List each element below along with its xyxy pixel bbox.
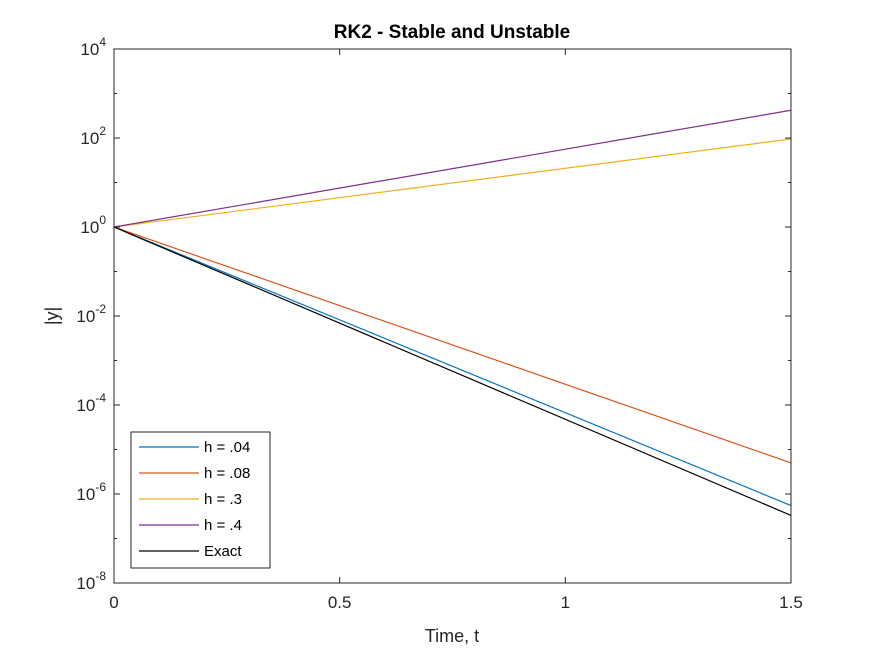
chart-title: RK2 - Stable and Unstable <box>334 22 571 43</box>
x-tick-label: 1 <box>561 593 570 612</box>
series-layer <box>113 109 792 516</box>
legend-label-4: Exact <box>204 543 242 560</box>
series-line-0 <box>113 226 792 507</box>
legend-box <box>130 431 271 569</box>
y-axis-label: |y| <box>42 307 62 325</box>
y-tick-exponent: 4 <box>99 35 106 49</box>
y-tick-exponent: 0 <box>99 213 106 227</box>
legend-label-3: h = .4 <box>204 517 242 534</box>
x-tick-label: 0 <box>109 593 118 612</box>
y-tick-exponent: -2 <box>95 302 106 316</box>
y-tick-exponent: 2 <box>99 124 106 138</box>
legend-label-0: h = .04 <box>204 439 250 456</box>
y-tick-exponent: -4 <box>95 391 106 405</box>
legend-label-1: h = .08 <box>204 465 250 482</box>
y-tick-exponent: -6 <box>95 480 106 494</box>
x-tick-label: 0.5 <box>328 593 352 612</box>
x-tick-label: 1.5 <box>779 593 803 612</box>
series-line-2 <box>113 138 792 228</box>
legend: h = .04 h = .08 h = .3 h = .4 Exact <box>130 431 271 569</box>
legend-label-2: h = .3 <box>204 491 242 508</box>
series-line-1 <box>113 226 792 464</box>
y-tick-exponent: -8 <box>95 569 106 583</box>
series-line-4 <box>113 226 792 516</box>
series-line-3 <box>113 109 792 228</box>
x-axis-label: Time, t <box>425 626 479 646</box>
